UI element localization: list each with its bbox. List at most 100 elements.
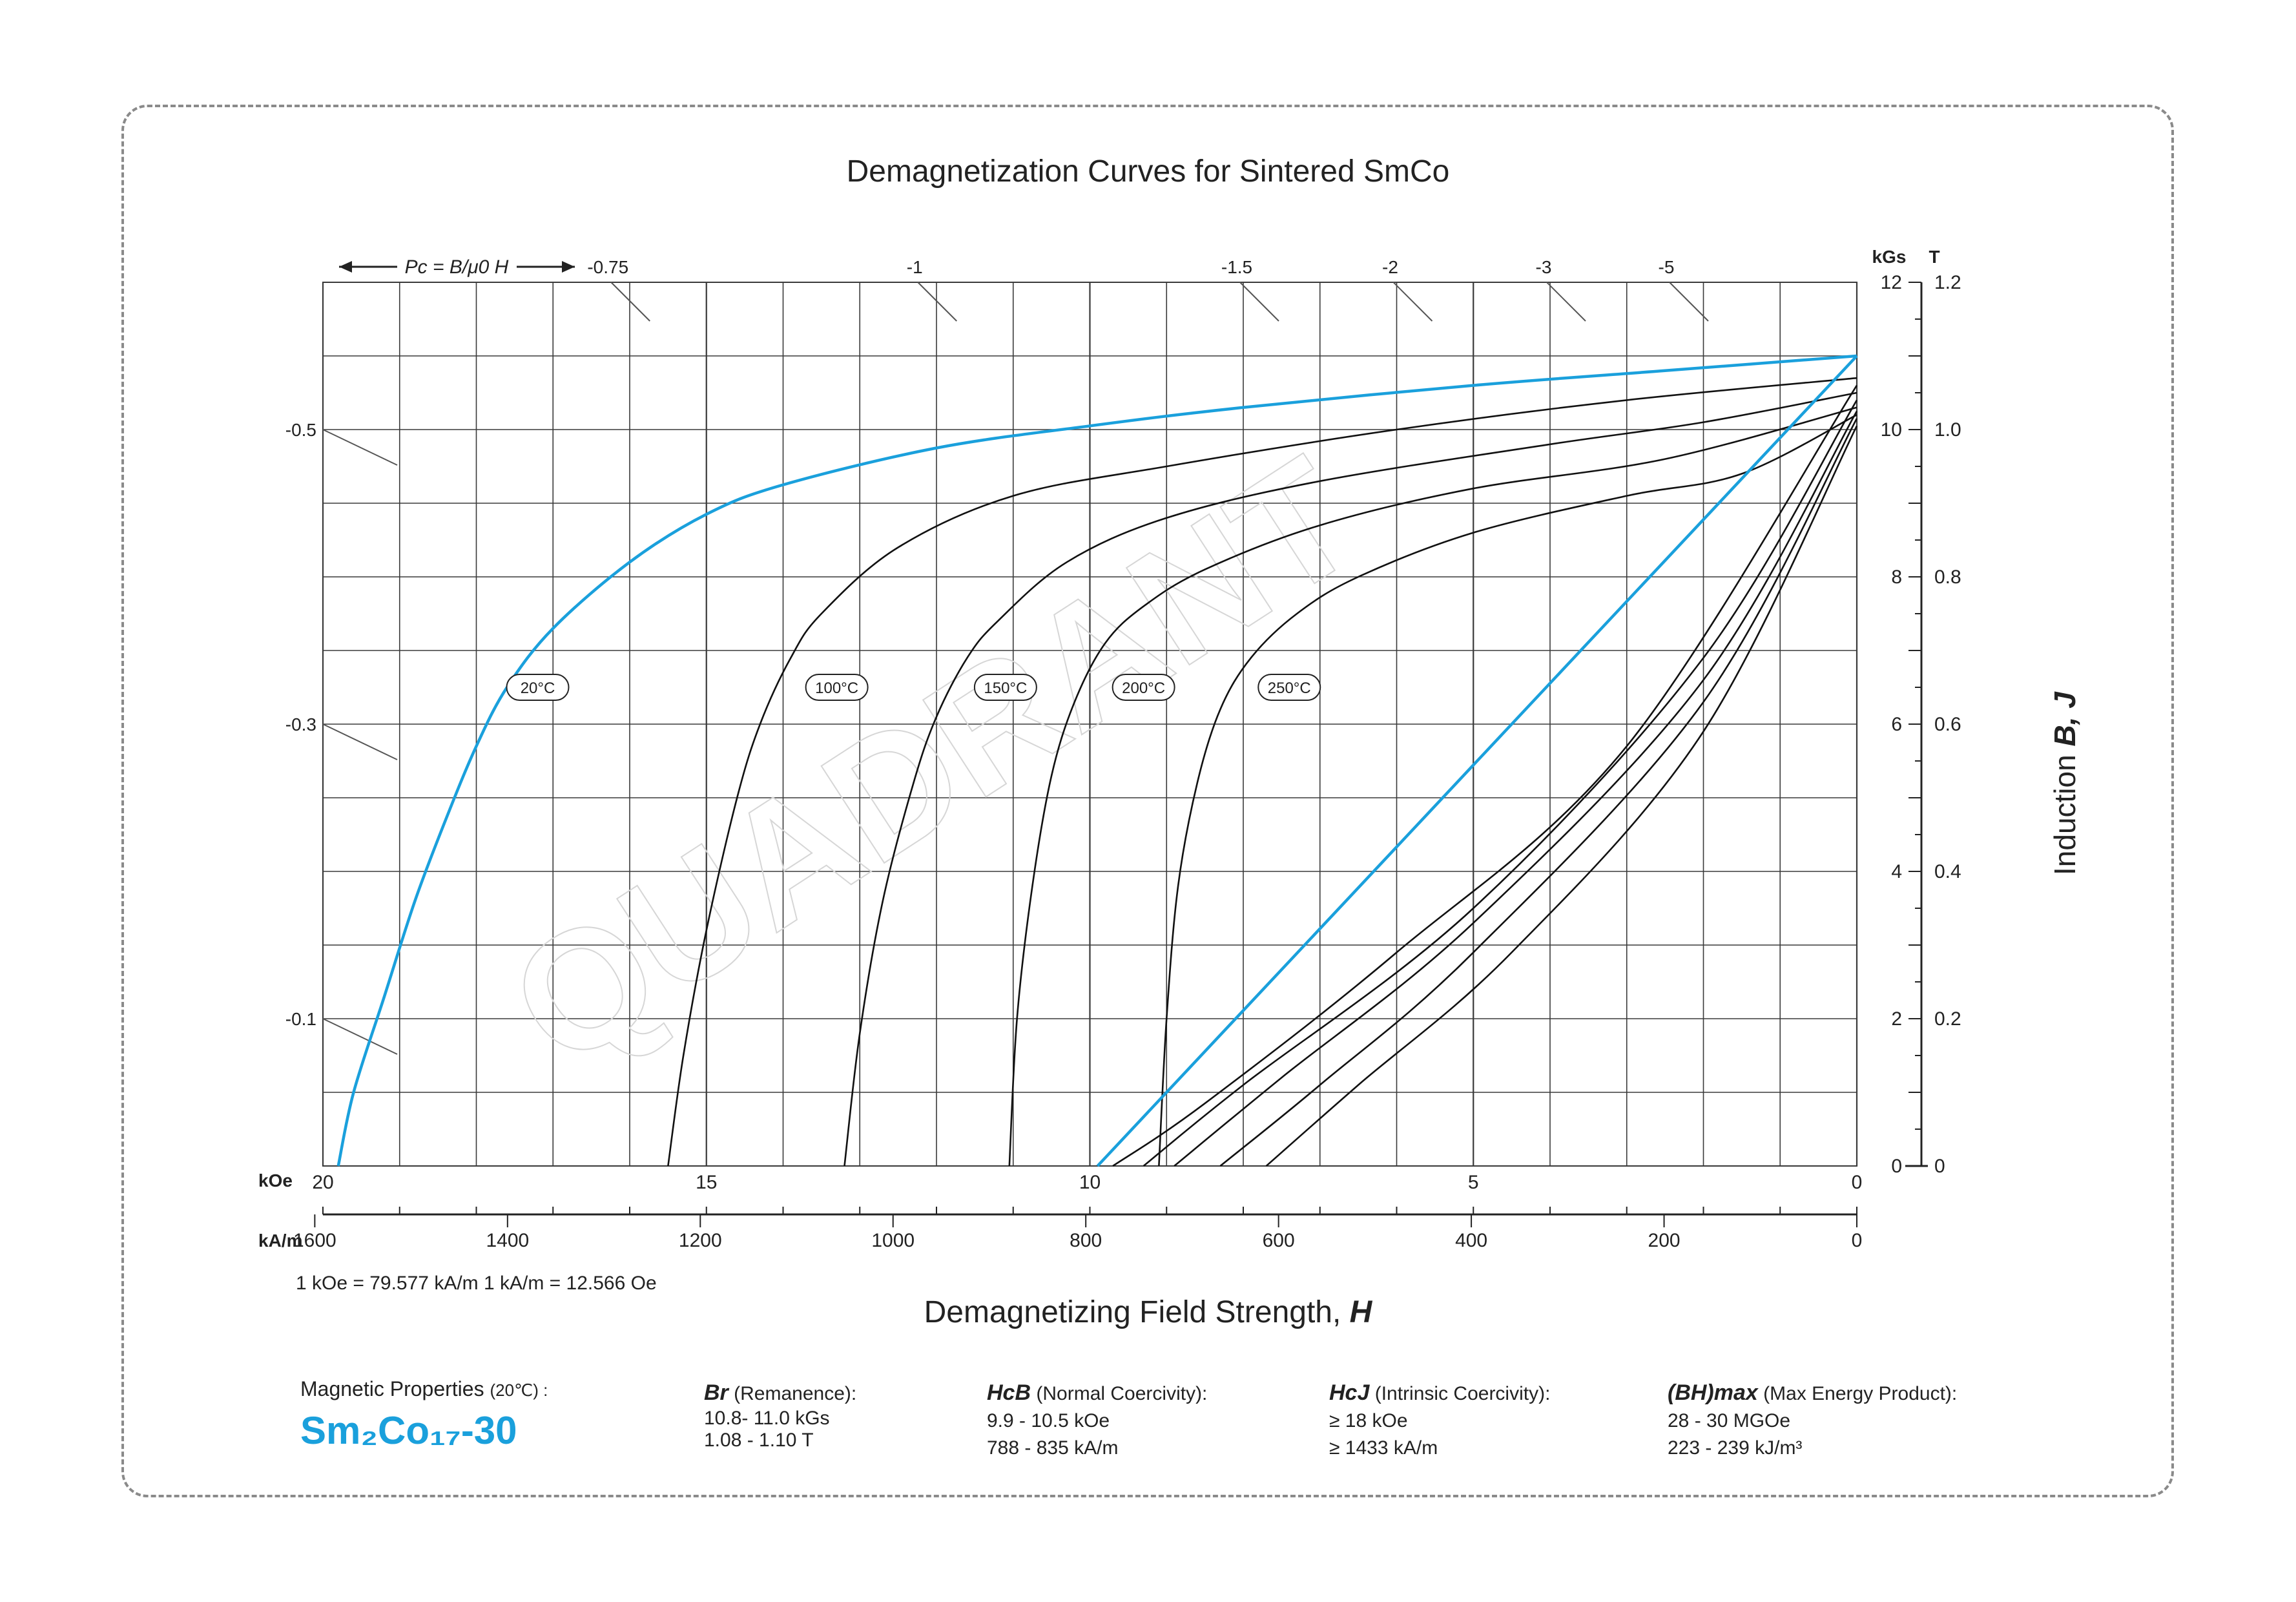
y-axis-title: Induction B, J (2047, 692, 2082, 875)
y-unit-t: T (1929, 247, 1939, 267)
x-axis-title-text: Demagnetizing Field Strength, (924, 1295, 1341, 1329)
x-unit-kam: kA/m (258, 1231, 302, 1251)
pc-arrow-right-head (562, 261, 575, 273)
bhmax-value-2: 223 - 239 kJ/m³ (1668, 1437, 1803, 1459)
x-tick-label-koe: 0 (1852, 1172, 1863, 1193)
series-line-b (1143, 399, 1858, 1167)
curve-labels: 20°C 100°C 150°C 200°C 250°C (506, 674, 1321, 701)
y-tick-label-t: 0 (1934, 1156, 1945, 1177)
pc-tick-label: -3 (1536, 257, 1552, 277)
pc-tick-mark (322, 723, 398, 760)
hcb-value-2: 788 - 835 kA/m (987, 1437, 1119, 1459)
pc-tick-mark (1392, 282, 1433, 322)
curve-label-text: 200°C (1122, 680, 1165, 697)
pc-tick-label: -0.5 (285, 420, 316, 440)
x-tick-label-kam: 0 (1852, 1230, 1863, 1251)
property-hcb: HcB (Normal Coercivity): 9.9 - 10.5 kOe … (987, 1379, 1207, 1462)
y-axis-symbol: B, J (2048, 692, 2082, 747)
properties-heading-text: Magnetic Properties (300, 1377, 484, 1400)
pc-tick-label: -2 (1382, 257, 1398, 277)
curve-label-pill (1112, 674, 1175, 701)
pc-tick-mark (322, 1018, 398, 1055)
y-tick-label-t: 0.4 (1934, 861, 1961, 882)
hcb-value-1: 9.9 - 10.5 kOe (987, 1410, 1110, 1431)
br-value-2: 1.08 - 1.10 T (704, 1430, 814, 1451)
x-tick-label-kam: 400 (1455, 1230, 1487, 1251)
curve-label-pill (506, 674, 570, 701)
y-tick-label-t: 0.6 (1934, 714, 1961, 735)
series-line-j (1158, 414, 1857, 1167)
bhmax-symbol: (BH)max (1668, 1380, 1758, 1405)
x-tick-label-koe: 5 (1468, 1172, 1479, 1193)
br-value-1: 10.8- 11.0 kGs (704, 1408, 830, 1429)
curve-label-pill (805, 674, 869, 701)
pc-tick-mark (1669, 282, 1709, 322)
series-line-j (336, 354, 1857, 1167)
hcb-symbol: HcB (987, 1380, 1031, 1405)
series-line-b (1112, 384, 1858, 1167)
y-unit-kgs: kGs (1872, 247, 1907, 267)
hcj-value-1: ≥ 18 kOe (1329, 1410, 1408, 1431)
y-tick-label-kgs: 12 (1881, 272, 1902, 293)
properties-heading-temp: (20℃) : (490, 1380, 548, 1400)
series-line-j (843, 391, 1857, 1167)
series-line-b (1096, 355, 1858, 1167)
curve-label-pill (1257, 674, 1321, 701)
hcj-value-2: ≥ 1433 kA/m (1329, 1437, 1438, 1459)
y-tick-label-kgs: 0 (1891, 1156, 1902, 1177)
curve-label-pill (973, 674, 1037, 701)
pc-tick-mark (1546, 282, 1586, 322)
hcb-label: (Normal Coercivity): (1036, 1383, 1208, 1404)
curves (336, 354, 1858, 1167)
y-tick-label-t: 1.0 (1934, 419, 1961, 441)
grid (322, 282, 1858, 1167)
bhmax-value-1: 28 - 30 MGOe (1668, 1410, 1791, 1431)
series-line-j (667, 377, 1857, 1167)
y-tick-label-kgs: 10 (1881, 419, 1902, 441)
unit-conversion-note: 1 kOe = 79.577 kA/m 1 kA/m = 12.566 Oe (296, 1273, 657, 1294)
x-unit-koe: kOe (258, 1170, 293, 1191)
properties-heading: Magnetic Properties (20℃) : (300, 1377, 548, 1401)
hcj-symbol: HcJ (1329, 1380, 1370, 1405)
y-axis-title-text: Induction (2048, 754, 2082, 875)
x-tick-label-kam: 1600 (293, 1230, 336, 1251)
y-tick-label-t: 0.8 (1934, 567, 1961, 588)
pc-tick-label: -1 (907, 257, 923, 277)
pc-tick-mark (917, 282, 957, 322)
pc-tick-label: -5 (1659, 257, 1675, 277)
series-line-b (1219, 418, 1858, 1167)
grade-name: Sm₂Co₁₇-30 (300, 1409, 517, 1452)
pc-tick-mark (1239, 282, 1279, 322)
x-tick-label-koe: 10 (1079, 1172, 1101, 1193)
y-tick-label-kgs: 6 (1891, 714, 1902, 735)
chart-title: Demagnetization Curves for Sintered SmCo (846, 154, 1450, 189)
curve-label-text: 100°C (815, 680, 858, 697)
x-tick-label-kam: 600 (1263, 1230, 1295, 1251)
y-tick-label-kgs: 4 (1891, 861, 1902, 882)
x-tick-label-kam: 1400 (486, 1230, 529, 1251)
axes: -0.5 -0.3 -0.1 -0.75 -1 -1.5 -2 -3 -5 Pc = B/μ0 H… (258, 247, 1961, 1251)
property-bhmax: (BH)max (Max Energy Product): 28 - 30 MG… (1668, 1379, 1957, 1462)
curve-label-text: 250°C (1268, 680, 1311, 697)
series-line-j (1008, 406, 1857, 1167)
bhmax-label: (Max Energy Product): (1763, 1383, 1958, 1404)
x-tick-label-kam: 1200 (679, 1230, 722, 1251)
x-tick-label-kam: 1000 (871, 1230, 915, 1251)
series-line-b (1265, 425, 1858, 1167)
x-tick-label-koe: 20 (312, 1172, 333, 1193)
y-tick-label-t: 1.2 (1934, 272, 1961, 293)
br-label: (Remanence): (734, 1383, 857, 1404)
pc-tick-label: -1.5 (1221, 257, 1252, 277)
pc-tick-label: -0.3 (285, 714, 316, 734)
y-tick-label-kgs: 8 (1891, 567, 1902, 588)
pc-tick-mark (610, 282, 650, 322)
curve-label-text: 150°C (984, 680, 1027, 697)
y-tick-label-kgs: 2 (1891, 1008, 1902, 1030)
dashed-frame (121, 105, 2174, 1497)
x-tick-label-koe: 15 (696, 1172, 717, 1193)
hcj-label: (Intrinsic Coercivity): (1374, 1383, 1551, 1404)
x-axis-title: Demagnetizing Field Strength, H (0, 1295, 2296, 1330)
property-hcj: HcJ (Intrinsic Coercivity): ≥ 18 kOe ≥ 1… (1329, 1379, 1550, 1462)
x-tick-label-kam: 200 (1648, 1230, 1681, 1251)
